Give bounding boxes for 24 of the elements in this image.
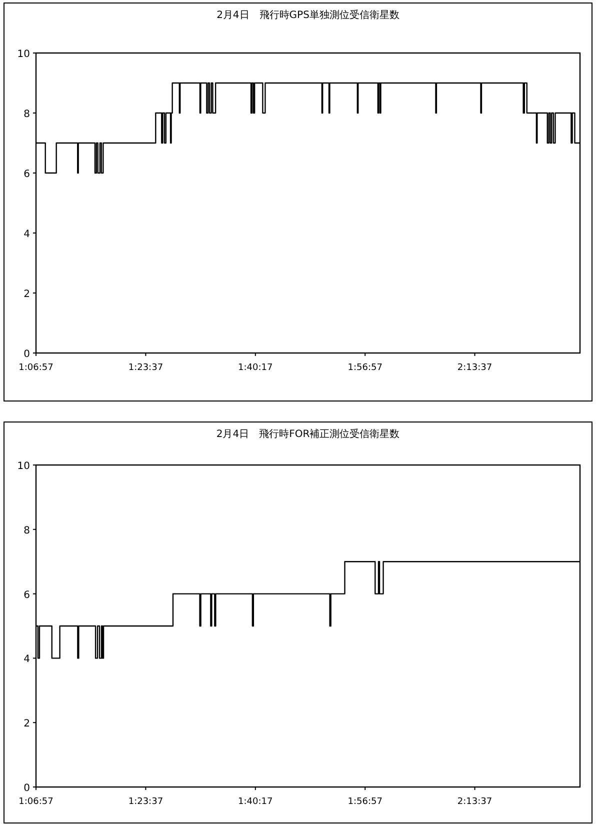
x-tick-label: 1:06:57: [18, 797, 54, 807]
y-tick-label: 10: [17, 49, 30, 60]
y-tick-label: 6: [24, 169, 30, 180]
x-tick-label: 1:56:57: [348, 797, 382, 807]
chart-title: 2月4日 飛行時FOR補正測位受信衛星数: [216, 428, 400, 440]
x-tick-label: 1:23:37: [128, 363, 164, 373]
y-tick-label: 4: [24, 229, 30, 240]
x-tick-label: 1:06:57: [18, 363, 54, 373]
x-tick-label: 2:13:37: [457, 797, 492, 807]
y-tick-label: 8: [24, 109, 30, 120]
y-tick-label: 6: [24, 590, 30, 601]
y-tick-label: 0: [24, 349, 30, 360]
y-tick-label: 2: [24, 289, 30, 300]
x-tick-label: 2:13:37: [457, 363, 492, 373]
y-tick-label: 4: [24, 654, 30, 666]
y-tick-label: 2: [24, 718, 30, 730]
chart-title: 2月4日 飛行時GPS単独測位受信衛星数: [216, 9, 400, 21]
y-tick-label: 0: [24, 783, 30, 794]
y-tick-label: 10: [17, 461, 30, 472]
x-tick-label: 1:40:17: [238, 797, 273, 807]
x-tick-label: 1:56:57: [348, 363, 382, 373]
y-tick-label: 8: [24, 525, 30, 536]
x-tick-label: 1:40:17: [238, 363, 273, 373]
x-tick-label: 1:23:37: [128, 797, 164, 807]
